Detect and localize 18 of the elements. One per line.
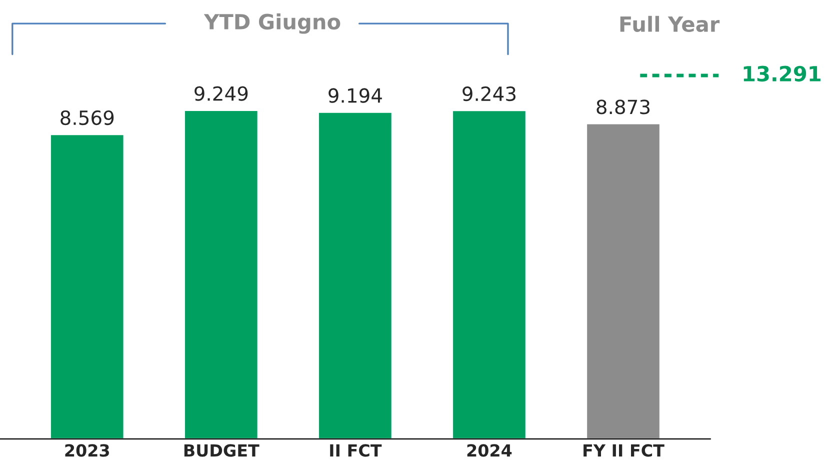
bar (318, 112, 393, 439)
text: Full Year (620, 16, 720, 32)
x-tick-label: BUDGET (184, 444, 260, 457)
data-label: 9.194 (328, 88, 382, 103)
data-label: 8.873 (596, 100, 650, 114)
x-tick-label: 2023 (65, 444, 109, 457)
x-tick-label: II FCT (330, 444, 382, 457)
text: YTD Giugno (204, 13, 340, 34)
text: 13.291 (744, 66, 820, 82)
bar (50, 134, 125, 439)
data-label: 9.243 (462, 86, 516, 102)
bar (452, 110, 527, 439)
data-label: 8.569 (60, 110, 114, 126)
bar (586, 122, 661, 439)
bar (184, 110, 259, 439)
data-label: 9.249 (194, 86, 248, 101)
x-tick-label: 2024 (467, 444, 512, 457)
x-tick-label: FY II FCT (584, 444, 664, 457)
